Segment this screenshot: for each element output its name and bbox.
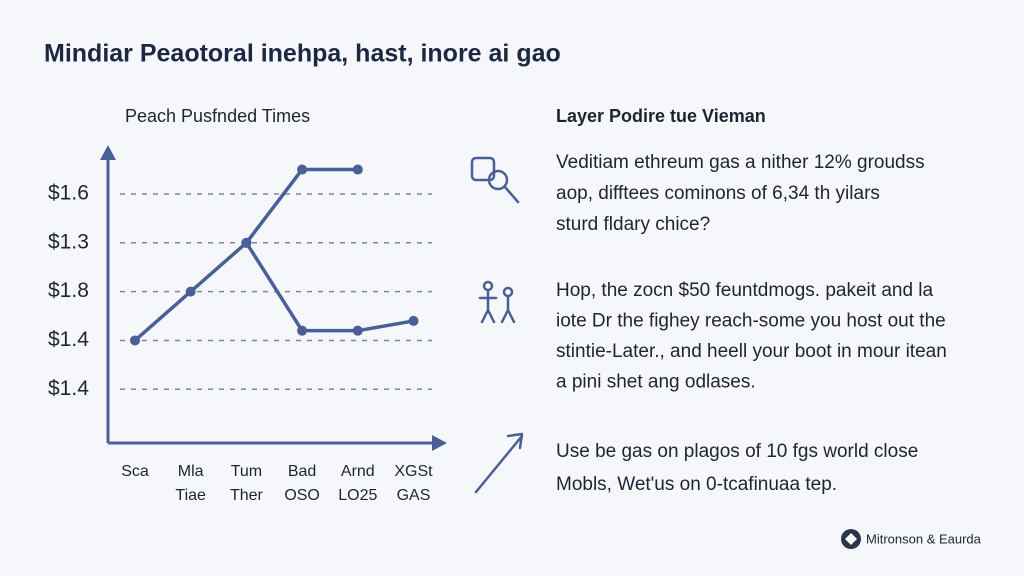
icon-arrow: [474, 432, 524, 494]
panel-line: aop, difftees cominons of 6,34 th yilars: [556, 183, 880, 204]
point: [352, 164, 363, 175]
y-tick-label: $1.8: [48, 279, 89, 302]
point: [297, 325, 308, 336]
x-tick-label: Sca: [121, 463, 149, 480]
panel-line: Hop, the zocn $50 feuntdmogs. pakeit and…: [556, 280, 934, 301]
panel-line: sturd fldary chice?: [556, 214, 710, 235]
x-axis-arrow: [432, 435, 447, 451]
y-tick-label: $1.6: [48, 181, 89, 204]
brand-logo-mark: [845, 533, 857, 545]
x-tick-label: XGSt: [394, 463, 433, 480]
chart-title: Peach Pusfnded Times: [125, 106, 310, 126]
panel-line: a pini shet ang odlases.: [556, 372, 756, 393]
chart: $1.4 $1.4 $1.8 $1.3 $1.6 Sca Mla Tiae Tum Ther Bad…: [48, 164, 433, 504]
x-tick-label: Tum: [231, 463, 262, 480]
brand-name: Mitronson & Eaurda: [866, 531, 982, 546]
panel-line: Use be gas on plagos of 10 fgs world clo…: [556, 441, 918, 462]
panel-line: iote Dr the fighey reach-some you host o…: [556, 311, 946, 332]
point: [130, 335, 140, 346]
y-tick-label: $1.4: [48, 377, 89, 400]
x-tick-label: GAS: [397, 487, 431, 504]
point: [297, 164, 308, 175]
x-tick-label: OSO: [284, 487, 320, 504]
point: [408, 315, 419, 326]
icon-people: [478, 280, 516, 324]
point: [352, 325, 363, 336]
point: [185, 286, 196, 297]
panel-heading: Layer Podire tue Vieman: [556, 106, 766, 126]
panel-line: Veditiam ethreum gas a nither 12% grouds…: [556, 152, 925, 173]
y-tick-label: $1.3: [48, 230, 89, 253]
icon-search: [470, 156, 520, 204]
x-tick-label: Tiae: [175, 487, 206, 504]
y-tick-label: $1.4: [48, 328, 89, 351]
panel-line: stintie-Later., and heell your boot in m…: [556, 341, 947, 362]
x-tick-label: Arnd: [341, 463, 375, 480]
y-axis-arrow: [100, 145, 116, 160]
x-tick-label: Ther: [230, 487, 264, 504]
page-title: Mindiar Peaotoral inehpa, hast, inore ai…: [44, 40, 561, 68]
point: [241, 237, 252, 248]
x-tick-label: LO25: [338, 487, 377, 504]
line: [244, 241, 414, 333]
x-tick-label: Bad: [288, 463, 316, 480]
panel-line: Mobls, Wet'us on 0-tcafinuaa tep.: [556, 474, 837, 495]
x-tick-label: Mla: [178, 463, 204, 480]
panel-text: Veditiam ethreum gas a nither 12% grouds…: [556, 152, 947, 495]
